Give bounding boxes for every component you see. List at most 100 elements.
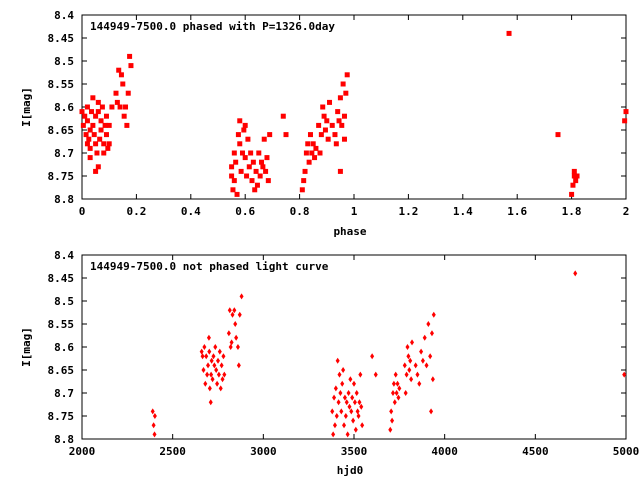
data-point <box>213 344 218 350</box>
data-point <box>506 30 512 36</box>
data-point <box>199 348 204 355</box>
x-tick-label: 5000 <box>613 445 640 458</box>
data-point <box>102 122 108 128</box>
data-point <box>392 399 397 406</box>
y-tick-label: 8.45 <box>48 272 75 285</box>
data-point <box>216 357 220 364</box>
y-tick-label: 8.5 <box>54 55 74 68</box>
data-point <box>233 159 239 165</box>
unphased-chart-title: 144949-7500.0 not phased light curve <box>90 260 329 273</box>
data-point <box>356 413 361 419</box>
x-tick-label: 3500 <box>341 445 368 458</box>
data-point <box>234 334 239 341</box>
data-point <box>254 182 260 188</box>
data-point <box>237 141 243 147</box>
data-point <box>404 371 409 378</box>
y-tick-label: 8.4 <box>54 249 74 262</box>
data-point <box>338 390 343 396</box>
y-tick-label: 8.75 <box>48 170 75 183</box>
data-point <box>105 145 111 151</box>
data-point <box>221 353 226 360</box>
data-point <box>573 178 579 184</box>
data-point <box>226 330 231 337</box>
data-point <box>424 362 429 369</box>
data-point <box>232 307 237 314</box>
data-point <box>332 422 337 429</box>
y-tick-label: 8.75 <box>48 410 75 423</box>
data-point <box>352 399 357 406</box>
data-point <box>321 113 327 119</box>
data-point <box>309 150 315 156</box>
data-point <box>354 390 359 396</box>
data-point <box>420 357 425 364</box>
x-tick-label: 1 <box>351 205 358 218</box>
data-point <box>249 178 255 184</box>
data-point <box>347 403 352 410</box>
data-point <box>402 362 407 369</box>
data-point <box>90 95 96 101</box>
data-point <box>305 141 311 147</box>
data-point <box>573 270 578 277</box>
data-point <box>229 164 235 170</box>
data-point <box>555 132 561 138</box>
data-point <box>124 122 130 128</box>
data-point <box>248 150 254 156</box>
data-point <box>419 348 424 355</box>
data-point <box>397 385 402 392</box>
data-point <box>150 408 155 415</box>
data-point <box>337 371 342 378</box>
data-point <box>339 408 344 415</box>
data-point <box>345 431 350 438</box>
data-point <box>391 380 396 387</box>
data-point <box>210 376 215 383</box>
data-point <box>317 150 323 156</box>
data-point <box>336 118 342 124</box>
data-point <box>390 390 395 396</box>
data-point <box>324 118 330 124</box>
data-point <box>93 113 99 119</box>
data-point <box>235 132 241 138</box>
data-point <box>220 376 225 383</box>
data-point <box>570 182 576 188</box>
data-point <box>264 155 270 161</box>
data-point <box>206 362 211 369</box>
data-point <box>200 353 205 360</box>
data-point <box>408 357 413 364</box>
data-point <box>84 141 90 147</box>
data-point <box>325 136 331 142</box>
y-tick-label: 8.8 <box>54 433 74 446</box>
data-point <box>231 178 237 184</box>
data-point <box>327 99 333 105</box>
data-point <box>94 150 100 156</box>
data-point <box>114 99 120 105</box>
data-point <box>261 136 267 142</box>
x-tick-label: 3000 <box>250 445 277 458</box>
y-tick-label: 8.5 <box>54 295 74 308</box>
data-point <box>349 408 354 415</box>
data-point <box>429 408 434 415</box>
data-point <box>152 431 157 438</box>
data-point <box>335 357 340 364</box>
data-point <box>353 426 358 433</box>
data-point <box>239 293 244 300</box>
unphased-panel: 144949-7500.0 not phased light curve hjd… <box>20 249 639 477</box>
data-point <box>430 376 435 383</box>
data-point <box>283 132 289 138</box>
unphased-plot-frame <box>81 254 627 440</box>
x-tick-label: 1.8 <box>562 205 582 218</box>
x-tick-label: 0.2 <box>126 205 146 218</box>
data-point <box>310 141 316 147</box>
data-point <box>342 422 347 429</box>
data-point <box>106 122 112 128</box>
data-point <box>250 159 256 165</box>
data-point <box>79 109 85 115</box>
data-point <box>95 164 101 170</box>
y-tick-label: 8.55 <box>48 318 75 331</box>
data-point <box>84 118 90 124</box>
x-tick-label: 2500 <box>159 445 186 458</box>
data-point <box>622 118 628 124</box>
data-point <box>336 399 341 406</box>
data-point <box>235 344 240 350</box>
data-point <box>230 187 236 193</box>
data-point <box>333 141 339 147</box>
